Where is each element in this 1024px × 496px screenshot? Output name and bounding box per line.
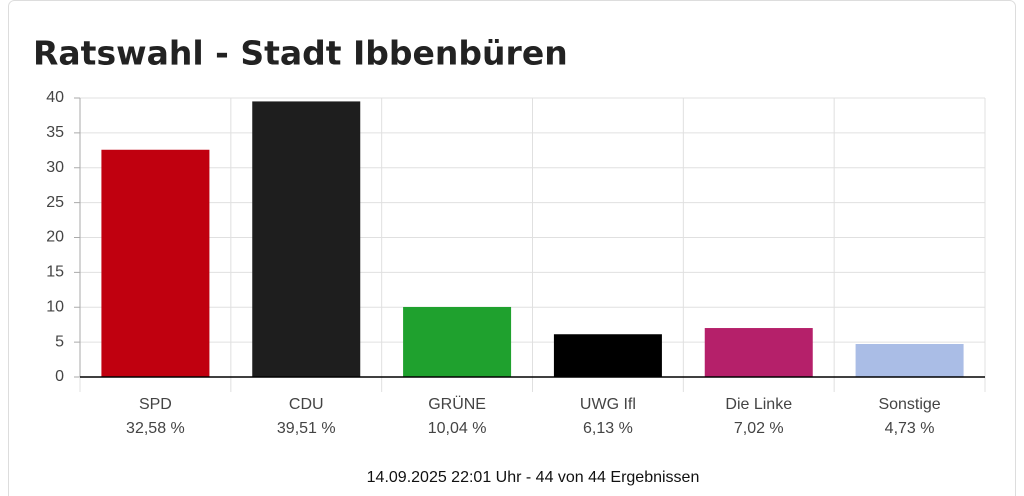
y-tick-label: 10 bbox=[46, 298, 64, 315]
y-tick-label: 15 bbox=[46, 264, 64, 281]
x-tick-label: SPD bbox=[139, 396, 172, 413]
x-tick-label: CDU bbox=[289, 396, 324, 413]
bar bbox=[704, 328, 813, 377]
chart-title: Ratswahl - Stadt Ibbenbüren bbox=[33, 34, 568, 73]
bar bbox=[252, 101, 361, 377]
value-label: 32,58 % bbox=[126, 420, 185, 437]
value-label: 7,02 % bbox=[734, 420, 784, 437]
footer: 14.09.2025 22:01 Uhr - 44 von 44 Ergebni… bbox=[367, 469, 700, 486]
x-tick-label: GRÜNE bbox=[428, 395, 486, 413]
y-tick-label: 30 bbox=[46, 159, 64, 176]
bar bbox=[101, 149, 210, 377]
x-tick-label: Sonstige bbox=[878, 396, 940, 413]
y-tick-label: 5 bbox=[55, 333, 64, 350]
y-tick-label: 0 bbox=[55, 368, 64, 385]
value-label: 6,13 % bbox=[583, 420, 633, 437]
y-tick-label: 35 bbox=[46, 124, 64, 141]
value-label: 39,51 % bbox=[277, 420, 336, 437]
y-tick-label: 20 bbox=[46, 229, 64, 246]
x-tick-label: Die Linke bbox=[725, 396, 792, 413]
bar bbox=[855, 344, 964, 377]
bar bbox=[553, 334, 662, 377]
value-label: 4,73 % bbox=[885, 420, 935, 437]
bar bbox=[403, 306, 512, 377]
value-label: 10,04 % bbox=[428, 420, 487, 437]
x-tick-label: UWG Ifl bbox=[580, 396, 636, 413]
y-tick-label: 40 bbox=[46, 89, 64, 106]
y-tick-label: 25 bbox=[46, 194, 64, 211]
